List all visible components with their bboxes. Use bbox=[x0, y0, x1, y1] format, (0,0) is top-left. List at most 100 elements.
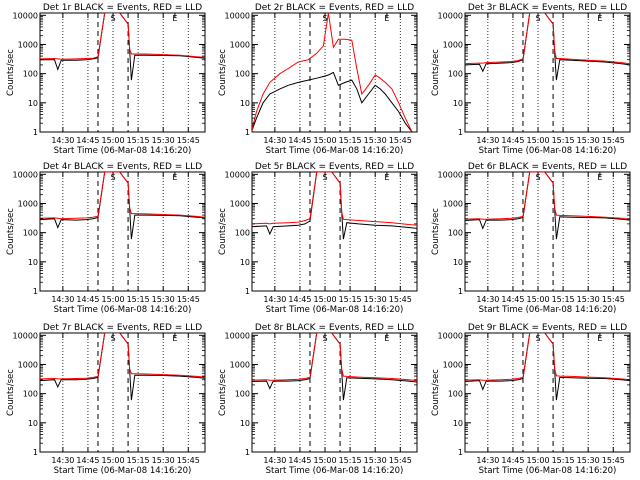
panel-title: Det 3r BLACK = Events, RED = LLD bbox=[468, 3, 627, 13]
series-line-events bbox=[465, 333, 630, 401]
marker-label: S bbox=[535, 14, 540, 23]
x-tick-label: 14:30 bbox=[263, 136, 286, 145]
x-axis-title: Start Time (06-Mar-08 14:16:20) bbox=[54, 146, 192, 156]
y-axis-title: Counts/sec bbox=[431, 208, 441, 255]
y-tick-label: 10 bbox=[28, 99, 38, 108]
y-tick-label: 10000 bbox=[225, 11, 250, 20]
series-line-lld bbox=[40, 172, 205, 220]
y-axis-title: Counts/sec bbox=[6, 369, 16, 416]
x-tick-label: 15:15 bbox=[552, 295, 575, 304]
x-tick-label: 14:45 bbox=[288, 136, 311, 145]
x-tick-label: 14:30 bbox=[476, 456, 499, 465]
y-tick-label: 10000 bbox=[13, 11, 38, 20]
series-line-events bbox=[465, 13, 630, 81]
x-tick-label: 15:15 bbox=[127, 136, 150, 145]
y-axis-title: Counts/sec bbox=[218, 369, 228, 416]
marker-label: S bbox=[110, 334, 115, 343]
x-tick-label: 15:30 bbox=[152, 456, 175, 465]
x-tick-label: 15:15 bbox=[339, 295, 362, 304]
marker-label: S bbox=[535, 173, 540, 182]
x-tick-label: 14:30 bbox=[476, 136, 499, 145]
series-line-lld bbox=[465, 333, 630, 381]
x-tick-label: 15:15 bbox=[127, 456, 150, 465]
y-tick-label: 10000 bbox=[438, 331, 463, 340]
x-tick-label: 15:45 bbox=[177, 295, 200, 304]
y-tick-label: 1 bbox=[458, 287, 463, 296]
x-tick-label: 14:45 bbox=[288, 295, 311, 304]
y-tick-label: 10 bbox=[28, 419, 38, 428]
y-axis-title: Counts/sec bbox=[218, 49, 228, 96]
x-tick-label: 15:30 bbox=[364, 136, 387, 145]
y-tick-label: 1 bbox=[33, 128, 38, 137]
plot-frame bbox=[251, 171, 418, 292]
y-tick-label: 100 bbox=[235, 229, 250, 238]
x-tick-label: 15:00 bbox=[101, 456, 124, 465]
x-tick-label: 15:45 bbox=[389, 136, 412, 145]
x-tick-label: 14:45 bbox=[76, 136, 99, 145]
x-tick-label: 15:00 bbox=[526, 136, 549, 145]
x-tick-label: 15:30 bbox=[364, 295, 387, 304]
x-axis-title: Start Time (06-Mar-08 14:16:20) bbox=[266, 146, 404, 156]
y-tick-label: 100 bbox=[23, 229, 38, 238]
x-axis-title: Start Time (06-Mar-08 14:16:20) bbox=[479, 466, 617, 476]
marker-label: E bbox=[597, 173, 602, 182]
y-axis-title: Counts/sec bbox=[6, 49, 16, 96]
x-tick-label: 15:45 bbox=[602, 136, 625, 145]
plot-frame bbox=[39, 332, 206, 453]
y-tick-label: 1000 bbox=[443, 40, 463, 49]
x-axis-title: Start Time (06-Mar-08 14:16:20) bbox=[54, 305, 192, 315]
y-tick-label: 1000 bbox=[230, 360, 250, 369]
marker-label: S bbox=[110, 173, 115, 182]
x-tick-label: 14:30 bbox=[263, 456, 286, 465]
x-tick-label: 15:30 bbox=[364, 456, 387, 465]
plot-frame bbox=[39, 171, 206, 292]
x-tick-label: 15:30 bbox=[577, 295, 600, 304]
x-tick-label: 15:30 bbox=[577, 136, 600, 145]
series-line-events bbox=[252, 333, 417, 401]
x-axis-title: Start Time (06-Mar-08 14:16:20) bbox=[266, 305, 404, 315]
y-tick-label: 1000 bbox=[18, 40, 38, 49]
x-tick-label: 15:45 bbox=[389, 456, 412, 465]
marker-label: E bbox=[597, 334, 602, 343]
series-line-lld bbox=[252, 333, 417, 382]
x-tick-label: 15:15 bbox=[552, 456, 575, 465]
plot-frame bbox=[39, 12, 206, 133]
x-tick-label: 15:15 bbox=[127, 295, 150, 304]
series-line-events bbox=[40, 172, 205, 240]
series-line-events bbox=[252, 172, 417, 240]
y-tick-label: 1 bbox=[458, 128, 463, 137]
x-tick-label: 15:45 bbox=[177, 456, 200, 465]
x-axis-title: Start Time (06-Mar-08 14:16:20) bbox=[266, 466, 404, 476]
x-tick-label: 15:00 bbox=[526, 456, 549, 465]
y-tick-label: 10000 bbox=[13, 331, 38, 340]
y-tick-label: 1 bbox=[245, 128, 250, 137]
series-line-lld bbox=[465, 172, 630, 220]
marker-label: S bbox=[322, 173, 327, 182]
panel-title: Det 2r BLACK = Events, RED = LLD bbox=[255, 3, 414, 13]
plot-frame bbox=[251, 332, 418, 453]
y-tick-label: 1 bbox=[245, 287, 250, 296]
y-tick-label: 10 bbox=[240, 419, 250, 428]
y-tick-label: 100 bbox=[448, 229, 463, 238]
y-tick-label: 10 bbox=[28, 258, 38, 267]
x-axis-title: Start Time (06-Mar-08 14:16:20) bbox=[479, 146, 617, 156]
x-tick-label: 14:30 bbox=[51, 136, 74, 145]
panel-title: Det 8r BLACK = Events, RED = LLD bbox=[255, 323, 414, 333]
y-tick-label: 1 bbox=[458, 448, 463, 457]
x-tick-label: 14:30 bbox=[51, 456, 74, 465]
y-tick-label: 1 bbox=[33, 448, 38, 457]
series-line-lld bbox=[252, 13, 417, 132]
y-tick-label: 100 bbox=[448, 70, 463, 79]
y-tick-label: 10 bbox=[453, 258, 463, 267]
y-axis-title: Counts/sec bbox=[431, 369, 441, 416]
y-tick-label: 10000 bbox=[438, 170, 463, 179]
x-tick-label: 15:00 bbox=[101, 295, 124, 304]
x-tick-label: 15:15 bbox=[552, 136, 575, 145]
y-tick-label: 100 bbox=[23, 70, 38, 79]
marker-label: E bbox=[384, 14, 389, 23]
x-tick-label: 15:15 bbox=[339, 456, 362, 465]
